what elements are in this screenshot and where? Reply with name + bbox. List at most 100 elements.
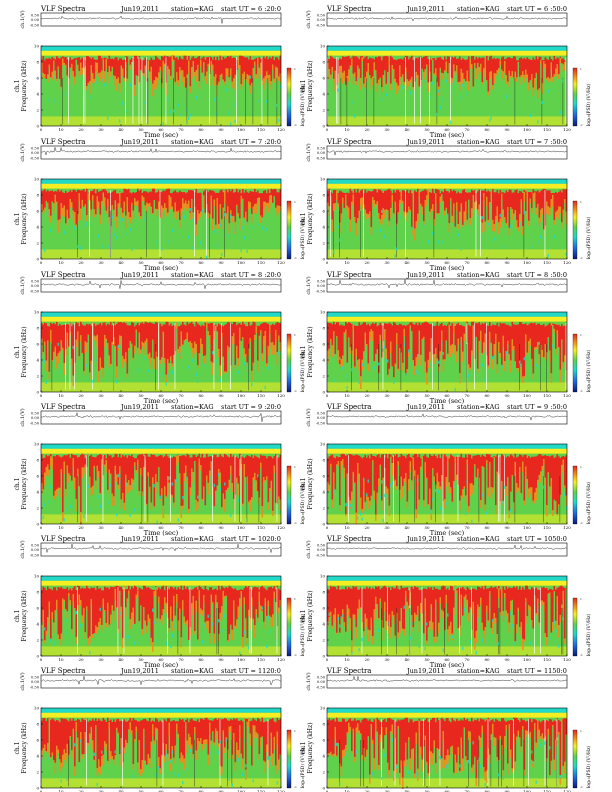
frequency-axis-label: Frequency (kHz) xyxy=(21,60,28,111)
colorbar xyxy=(286,333,292,393)
time-tick-label: 30 xyxy=(98,127,104,132)
time-tick-label: 0 xyxy=(40,260,43,265)
waveform-tick-label: -0.50 xyxy=(316,289,326,293)
frequency-tick-label: 6 xyxy=(322,341,325,346)
time-tick-label: 20 xyxy=(364,525,370,530)
time-tick-label: 30 xyxy=(98,789,104,792)
panel-station: station=KAG xyxy=(457,271,500,279)
spectrogram xyxy=(41,179,282,259)
time-tick-label: 80 xyxy=(198,789,204,792)
time-tick-label: 110 xyxy=(257,789,265,792)
time-tick-label: 10 xyxy=(344,525,350,530)
colorbar-max-label: 1 xyxy=(294,729,296,733)
frequency-tick-label: 8 xyxy=(322,589,325,594)
frequency-tick-label: 10 xyxy=(34,176,40,181)
time-tick-label: 0 xyxy=(326,789,329,792)
time-axis-label: Time (sec) xyxy=(430,661,465,669)
colorbar xyxy=(572,200,578,260)
vlf-panel: VLF Spectra Jun19,2011 station=KAG start UT… xyxy=(14,138,306,272)
time-tick-label: 30 xyxy=(384,260,390,265)
waveform-tick-label: -0.50 xyxy=(316,156,326,160)
panel-start-time: start UT = 1120:0 xyxy=(221,667,281,675)
frequency-tick-label: 0 xyxy=(36,256,39,261)
colorbar-min-label: -1 xyxy=(294,389,297,393)
frequency-tick-label: 8 xyxy=(322,457,325,462)
time-tick-label: 40 xyxy=(118,393,124,398)
time-tick-label: 0 xyxy=(40,393,43,398)
time-tick-label: 110 xyxy=(543,525,551,530)
time-tick-label: 120 xyxy=(563,127,571,132)
time-tick-label: 100 xyxy=(523,789,531,792)
spectrogram-channel-label: ch.1 xyxy=(14,478,21,491)
frequency-tick-label: 10 xyxy=(320,573,326,578)
time-tick-label: 90 xyxy=(218,260,224,265)
spectrogram-channel-label: ch.1 xyxy=(14,346,21,359)
time-tick-label: 90 xyxy=(218,525,224,530)
time-tick-label: 10 xyxy=(344,393,350,398)
frequency-tick-label: 2 xyxy=(36,373,39,378)
frequency-tick-label: 10 xyxy=(320,43,326,48)
panel-title: VLF Spectra xyxy=(40,535,85,543)
time-tick-label: 0 xyxy=(326,525,329,530)
frequency-tick-label: 2 xyxy=(322,240,325,245)
panel-title: VLF Spectra xyxy=(326,271,371,279)
time-axis-label: Time (sec) xyxy=(144,264,179,272)
waveform-frame xyxy=(40,12,282,27)
time-tick-label: 20 xyxy=(78,127,84,132)
time-tick-label: 70 xyxy=(178,525,184,530)
colorbar-min-label: -1 xyxy=(580,785,583,789)
time-tick-label: 100 xyxy=(523,525,531,530)
time-tick-label: 70 xyxy=(178,657,184,662)
frequency-tick-label: 8 xyxy=(322,721,325,726)
frequency-axis-label: Frequency (kHz) xyxy=(307,326,314,377)
colorbar-label: log₁₀(PSD) (V²/Hz) xyxy=(585,350,592,393)
waveform-tick-label: -0.50 xyxy=(30,289,40,293)
colorbar-label: log₁₀(PSD) (V²/Hz) xyxy=(299,217,306,260)
frequency-tick-label: 8 xyxy=(322,325,325,330)
frequency-tick-label: 4 xyxy=(322,489,325,494)
panel-station: station=KAG xyxy=(171,271,214,279)
time-tick-label: 80 xyxy=(198,525,204,530)
frequency-tick-label: 8 xyxy=(36,325,39,330)
time-tick-label: 50 xyxy=(138,789,144,792)
panel-start-time: start UT = 9 :20:0 xyxy=(221,403,281,411)
waveform-axis-label: ch.1(V) xyxy=(305,408,312,426)
panel-title: VLF Spectra xyxy=(40,5,85,13)
time-tick-label: 10 xyxy=(344,657,350,662)
frequency-tick-label: 10 xyxy=(320,176,326,181)
waveform-trace xyxy=(40,411,282,422)
time-tick-label: 110 xyxy=(257,525,265,530)
colorbar-label: log₁₀(PSD) (V²/Hz) xyxy=(585,84,592,127)
time-tick-label: 60 xyxy=(444,127,450,132)
panel-date: Jun19,2011 xyxy=(120,403,159,411)
time-tick-label: 30 xyxy=(384,657,390,662)
time-tick-label: 110 xyxy=(257,393,265,398)
time-tick-label: 50 xyxy=(138,657,144,662)
time-tick-label: 40 xyxy=(404,789,410,792)
colorbar-label: log₁₀(PSD) (V²/Hz) xyxy=(585,482,592,525)
colorbar xyxy=(572,333,578,393)
time-tick-label: 50 xyxy=(138,393,144,398)
time-tick-label: 100 xyxy=(523,127,531,132)
frequency-tick-label: 0 xyxy=(36,389,39,394)
time-tick-label: 30 xyxy=(98,525,104,530)
frequency-tick-label: 6 xyxy=(322,75,325,80)
vlf-panel: VLF Spectra Jun19,2011 station=KAG start UT… xyxy=(300,535,592,669)
time-tick-label: 80 xyxy=(484,260,490,265)
frequency-tick-label: 10 xyxy=(320,705,326,710)
time-tick-label: 40 xyxy=(404,127,410,132)
time-tick-label: 20 xyxy=(364,127,370,132)
frequency-tick-label: 0 xyxy=(322,123,325,128)
vlf-panel: VLF Spectra Jun19,2011 station=KAG start UT… xyxy=(14,667,306,792)
colorbar-min-label: -1 xyxy=(294,123,297,127)
time-tick-label: 70 xyxy=(464,127,470,132)
waveform-axis-label: ch.1(V) xyxy=(19,276,26,294)
panel-station: station=KAG xyxy=(171,138,214,146)
frequency-tick-label: 8 xyxy=(322,59,325,64)
time-tick-label: 70 xyxy=(464,260,470,265)
colorbar-min-label: -1 xyxy=(580,256,583,260)
time-tick-label: 0 xyxy=(326,260,329,265)
colorbar-max-label: 1 xyxy=(580,67,582,71)
frequency-tick-label: 2 xyxy=(322,373,325,378)
waveform-frame xyxy=(40,145,282,160)
